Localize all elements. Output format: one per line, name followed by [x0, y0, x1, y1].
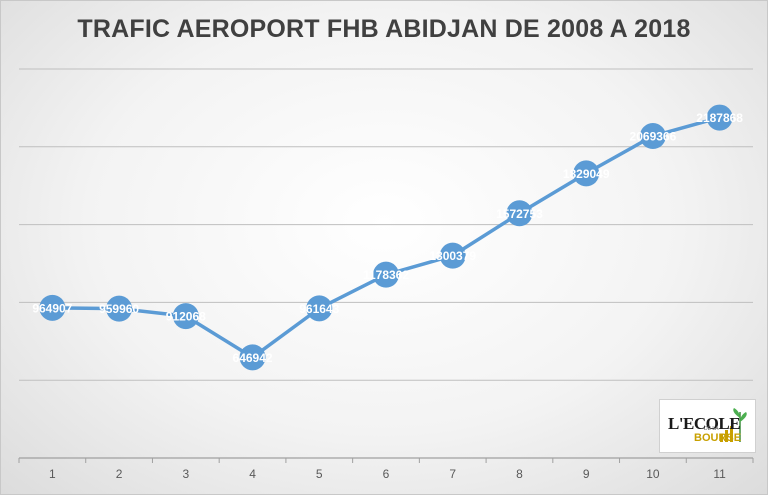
x-tick-label: 7 [449, 467, 456, 481]
logo-text-ecole: L'ECOLE [668, 414, 741, 433]
x-tick-label: 5 [316, 467, 323, 481]
data-label: 1829049 [563, 167, 610, 181]
data-labels: 964907 959960 912068 646942 961643 1178362 130… [32, 111, 743, 365]
x-tick-labels: 1 2 3 4 5 6 7 8 9 10 11 [49, 467, 726, 481]
x-tick-label: 11 [713, 467, 726, 481]
data-point [373, 261, 399, 288]
x-tick-label: 4 [249, 467, 256, 481]
data-label: 959960 [99, 302, 139, 316]
logo-text-bourse: BOURSE [694, 432, 742, 444]
data-label: 961643 [299, 302, 339, 316]
logo-graphic-icon [720, 408, 747, 442]
x-tick-label: 1 [49, 467, 56, 481]
data-point [172, 303, 199, 330]
logo-text-de-la: DE LA [704, 426, 719, 432]
data-label: 964907 [32, 301, 72, 315]
data-point [706, 104, 733, 131]
data-point [106, 295, 133, 322]
series-line [52, 115, 721, 360]
data-label: 1300379 [429, 249, 476, 263]
data-label: 2187868 [696, 111, 743, 125]
data-point [39, 294, 66, 321]
data-label: 1178362 [363, 268, 409, 282]
data-label: 646942 [233, 351, 273, 365]
gridlines [19, 68, 753, 381]
data-label: 2069366 [630, 130, 677, 144]
x-tick-label: 2 [116, 467, 123, 481]
data-point [439, 242, 466, 269]
data-label: 1572753 [496, 207, 543, 221]
chart-title: TRAFIC AEROPORT FHB ABIDJAN DE 2008 A 20… [77, 15, 691, 43]
data-points [39, 104, 733, 371]
ecole-bourse-logo: L'ECOLE DE LA BOURSE [659, 399, 756, 453]
data-point [573, 160, 600, 187]
x-tick-label: 8 [516, 467, 523, 481]
data-label: 912068 [166, 310, 206, 324]
data-point [506, 200, 533, 227]
x-tick-label: 6 [383, 467, 390, 481]
x-tick-label: 3 [182, 467, 189, 481]
data-point [239, 344, 266, 371]
data-point [306, 295, 333, 322]
data-point [639, 123, 666, 150]
x-tick-label: 9 [583, 467, 590, 481]
x-axis [18, 457, 754, 463]
x-tick-label: 10 [646, 467, 660, 481]
series-polyline [52, 115, 721, 360]
